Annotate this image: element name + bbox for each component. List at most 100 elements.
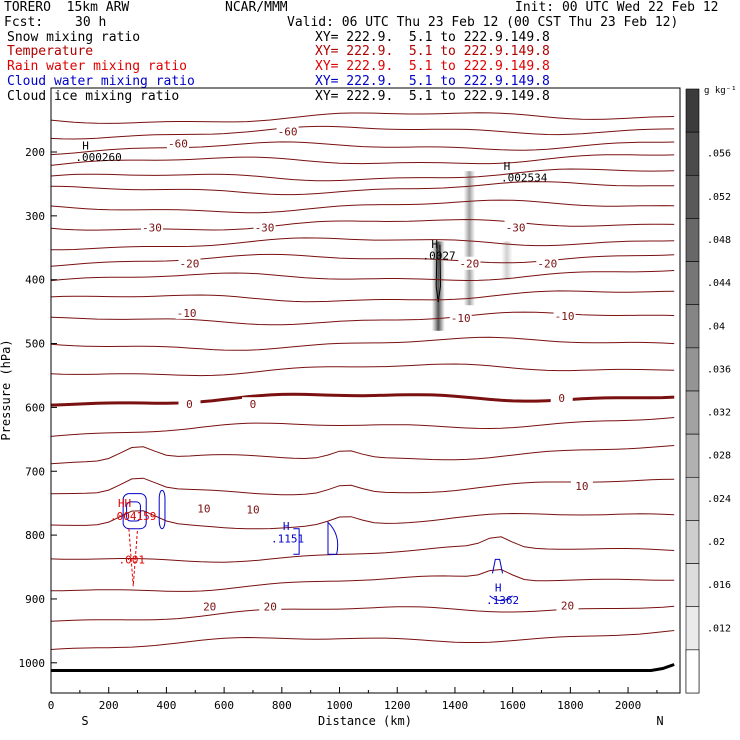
- isotherm-line: [50, 141, 675, 156]
- legend-cloud-water-xy: XY= 222.9. 5.1 to 222.9.149.8: [315, 74, 550, 89]
- isotherm-line: [50, 510, 675, 530]
- isotherm-label: 0: [558, 392, 565, 405]
- colorbar-step: [685, 563, 700, 608]
- contour-label-bg: [178, 397, 201, 411]
- isotherm-label: -30: [506, 221, 526, 234]
- colorbar-label: .02: [707, 537, 725, 548]
- isotherm-line: [50, 253, 675, 267]
- colorbar-units: g kg⁻¹: [704, 86, 737, 96]
- isotherm-label: 10: [246, 504, 259, 517]
- isotherm-line: [50, 477, 675, 496]
- y-tick-label: 700: [25, 465, 45, 478]
- colorbar-label: .012: [707, 623, 731, 634]
- contour-label-bg: [198, 599, 221, 613]
- legend-cloud-water: Cloud water mixing ratio: [7, 74, 195, 89]
- extremum-label: .000260: [75, 151, 121, 164]
- y-tick-label: 600: [25, 401, 45, 414]
- extremum-label: H: [504, 160, 511, 173]
- contour-label-bg: [192, 501, 215, 515]
- isotherm-label: 20: [264, 601, 277, 614]
- snow-contour: [435, 244, 442, 303]
- colorbar-step: [685, 304, 700, 349]
- contour-label-bg: [178, 256, 201, 270]
- extremum-label: .1151: [271, 532, 304, 545]
- model-title: TORERO 15km ARW: [4, 0, 130, 15]
- colorbar-step: [685, 261, 700, 306]
- isotherm-label: 0: [186, 398, 193, 411]
- plot-frame: [50, 87, 681, 694]
- colorbar-step: [685, 88, 700, 133]
- contour-label-bg: [253, 220, 276, 234]
- legend-rain: Rain water mixing ratio: [7, 59, 188, 74]
- y-tick-label: 200: [25, 146, 45, 159]
- colorbar-step: [685, 390, 700, 435]
- extremum-label: H: [495, 581, 502, 594]
- isotherm-label: -10: [555, 310, 575, 323]
- isotherm-line: [50, 417, 675, 437]
- cloud-water-contour-north: [489, 558, 513, 602]
- extremum-label: H: [82, 140, 89, 153]
- colorbar-step: [685, 433, 700, 478]
- rain-contour: [128, 528, 139, 587]
- snow-shading-core: [431, 241, 445, 331]
- isotherm-line: [50, 290, 675, 303]
- forecast-hours: 30 h: [75, 15, 107, 30]
- cloud-water-contour: [122, 493, 147, 530]
- contour-label-bg: [175, 305, 198, 319]
- x-tick-label: 200: [99, 699, 119, 712]
- snow-shading-column: [463, 171, 476, 306]
- forecast-label: Fcst:: [4, 15, 44, 30]
- y-tick-label: 900: [25, 593, 45, 606]
- isotherm-line: [50, 445, 675, 465]
- isotherm-line: [50, 168, 675, 182]
- colorbar-label: .044: [707, 278, 731, 289]
- isotherm-label: -60: [168, 138, 188, 151]
- south-end-label: S: [81, 714, 88, 728]
- legend-temperature-xy: XY= 222.9. 5.1 to 222.9.149.8: [315, 44, 550, 59]
- extremum-label: .0027: [423, 249, 456, 262]
- isotherm-line: [50, 154, 675, 166]
- isotherm-line: [51, 237, 675, 251]
- extremum-label: .001: [119, 553, 146, 566]
- isotherm-line: [50, 181, 675, 196]
- valid-time: Valid: 06 UTC Thu 23 Feb 12 (00 CST Thu …: [287, 15, 679, 30]
- isotherm-label: 20: [561, 599, 574, 612]
- contour-label-bg: [570, 478, 593, 492]
- terrain-line: [51, 663, 675, 672]
- contour-label-bg: [504, 220, 527, 234]
- isotherm-line: [50, 311, 675, 326]
- extremum-label: HH: [118, 497, 131, 510]
- init-time: Init: 00 UTC Wed 22 Feb 12: [515, 0, 719, 15]
- isotherm-label: -60: [278, 126, 298, 139]
- colorbar-label: .04: [707, 321, 725, 332]
- x-tick-label: 2000: [615, 699, 642, 712]
- x-tick-label: 1200: [384, 699, 411, 712]
- colorbar-label: .024: [707, 494, 731, 505]
- x-tick-label: 600: [214, 699, 234, 712]
- colorbar-step: [685, 131, 700, 176]
- isotherm-label: 0: [250, 398, 257, 411]
- colorbar-label: .036: [707, 364, 731, 375]
- cloud-water-contour-inner: [126, 501, 141, 522]
- colorbar-label: .048: [707, 235, 731, 246]
- x-tick-label: 1000: [326, 699, 353, 712]
- legend-temperature: Temperature: [7, 44, 94, 59]
- x-tick-label: 1800: [557, 699, 584, 712]
- isotherm-label: 10: [197, 502, 210, 515]
- y-tick-label: 500: [25, 338, 45, 351]
- colorbar-step: [685, 649, 700, 694]
- isotherm-line: [50, 112, 675, 124]
- colorbar-label: .016: [707, 580, 731, 591]
- colorbar-step: [685, 520, 700, 564]
- x-tick-label: 1400: [442, 699, 469, 712]
- colorbar-step: [685, 347, 700, 392]
- contour-label-bg: [536, 256, 559, 270]
- isotherm-label: -10: [177, 307, 197, 320]
- legend-snow-xy: XY= 222.9. 5.1 to 222.9.149.8: [315, 30, 550, 45]
- contour-label-bg: [449, 311, 472, 325]
- isotherm-line: [50, 199, 675, 214]
- contour-label-bg: [458, 256, 481, 270]
- extremum-label: H: [283, 520, 290, 533]
- isotherm-label: 20: [203, 601, 216, 614]
- contour-label-bg: [166, 136, 189, 150]
